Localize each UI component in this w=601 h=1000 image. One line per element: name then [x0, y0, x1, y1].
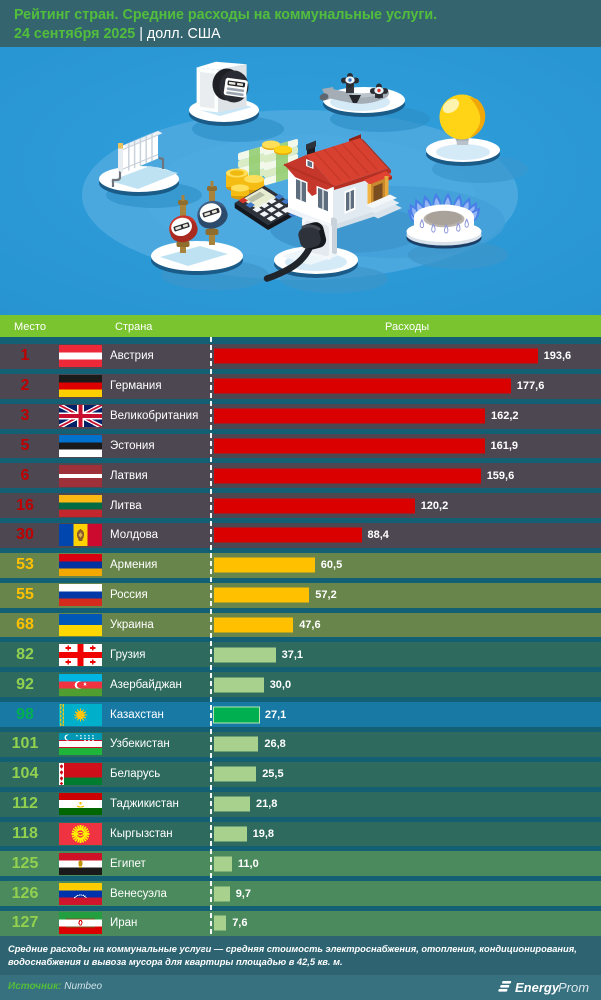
svg-text:Energy: Energy: [515, 980, 560, 995]
svg-text:Prom: Prom: [558, 980, 589, 995]
